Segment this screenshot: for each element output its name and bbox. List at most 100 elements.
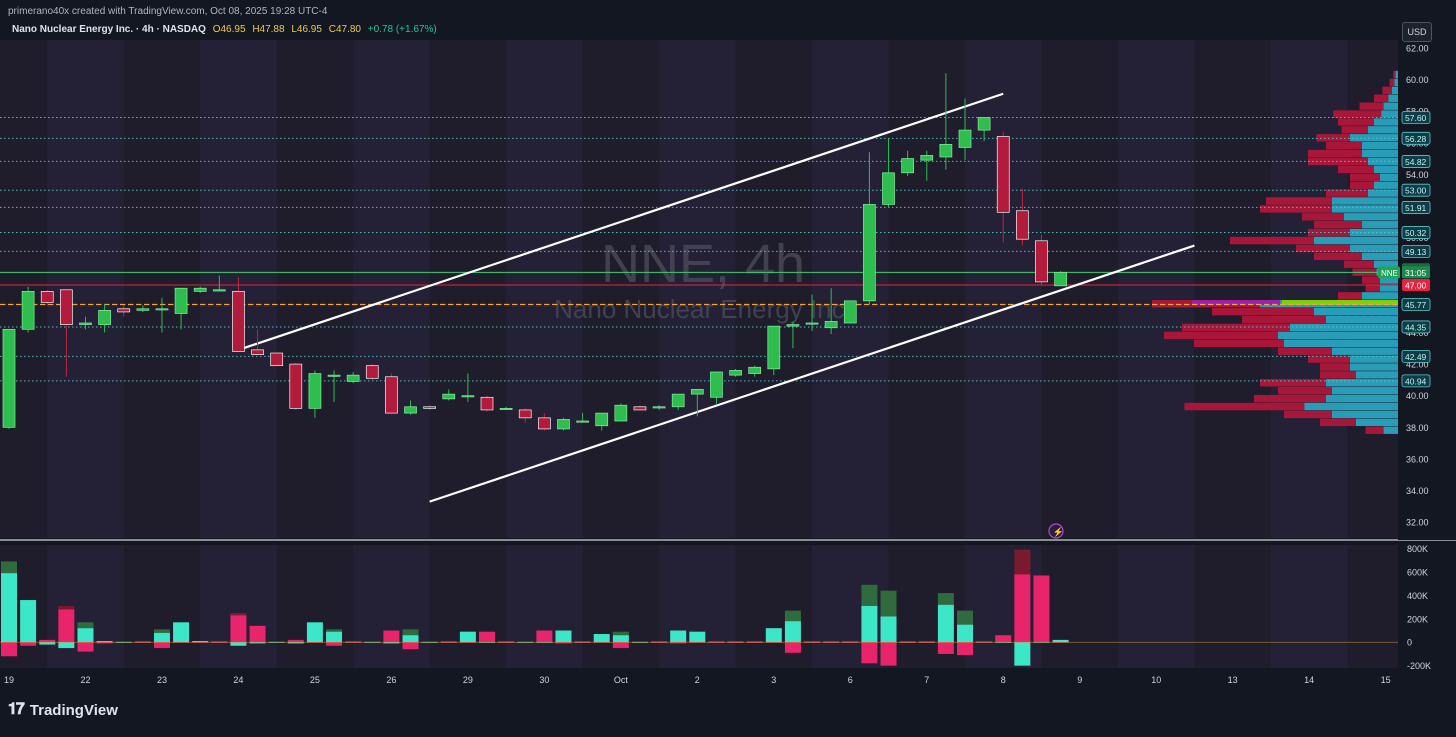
high-value: H47.88 (252, 24, 285, 35)
price-tick-label: 34.00 (1406, 486, 1429, 496)
candle-body (251, 349, 264, 355)
volume-bar-top (861, 584, 878, 606)
time-tick-label: 3 (771, 675, 776, 685)
profile-bar-down (1326, 141, 1362, 150)
low-value: L46.95 (291, 24, 322, 35)
profile-bar-down (1260, 379, 1326, 387)
time-axis (0, 670, 1456, 688)
candle-body (117, 308, 131, 313)
candle-body (843, 300, 857, 324)
level-tag (1401, 155, 1431, 168)
time-tick-label: 13 (1228, 675, 1238, 685)
time-tick-label: 22 (80, 675, 90, 685)
profile-bar-down (1320, 418, 1356, 427)
candle-body (614, 404, 628, 422)
candle-body (404, 406, 417, 414)
profile-bar-up (1332, 347, 1398, 355)
time-tick-label: 14 (1304, 675, 1314, 685)
volume-bar (173, 622, 190, 643)
brand-name: TradingView (29, 701, 118, 719)
time-band (506, 545, 583, 668)
profile-bar-down (1164, 331, 1278, 340)
volume-bar-neg (861, 642, 878, 664)
profile-bar-up (1350, 228, 1398, 237)
profile-bar-down (1308, 149, 1362, 158)
volume-bar (153, 632, 170, 643)
watermark-ticker: NNE, 4h (601, 234, 805, 294)
price-tag-label: 47.00 (1405, 281, 1427, 291)
time-band (1117, 545, 1195, 668)
currency-button[interactable]: USD (1402, 22, 1432, 42)
volume-bar (784, 621, 801, 643)
profile-bar-up (1374, 260, 1398, 268)
volume-bar-neg (287, 642, 304, 644)
candle-body (60, 289, 73, 325)
volume-bar (1, 573, 17, 643)
volume-bar-neg (555, 642, 572, 644)
candle-body (1016, 210, 1029, 240)
candle-body (671, 393, 685, 408)
volume-bar-neg (670, 642, 687, 644)
profile-bar-up (1381, 110, 1398, 118)
volume-bar (479, 631, 495, 643)
profile-bar-up (1394, 78, 1398, 87)
candle-body (21, 291, 35, 330)
profile-bar-up (1380, 284, 1398, 292)
volume-bar (555, 630, 572, 643)
profile-bar-up (1362, 221, 1398, 229)
volume-tick-label: 0 (1407, 638, 1412, 648)
volume-bar-neg (1014, 642, 1031, 666)
profile-bar-down (1374, 94, 1389, 102)
profile-bar-up (1380, 276, 1398, 284)
candle-body (136, 308, 150, 311)
profile-bar-down (1338, 165, 1374, 174)
time-tick-label: 24 (233, 675, 243, 685)
profile-bar-down (1365, 426, 1384, 434)
profile-bar-down (1365, 284, 1380, 292)
volume-bar-top (880, 590, 897, 617)
level-tag (1401, 298, 1431, 311)
profile-bar-down (1333, 110, 1382, 118)
time-band (200, 545, 277, 668)
symbol-legend: Nano Nuclear Energy Inc. · 4h · NASDAQ O… (12, 24, 437, 35)
profile-bar-up (1362, 149, 1398, 158)
profile-bar-up (1374, 181, 1398, 189)
time-tick-label: 29 (463, 675, 473, 685)
volume-bar (689, 631, 706, 643)
volume-bar (995, 635, 1012, 643)
volume-bar-top (937, 593, 954, 605)
candle-body (920, 155, 934, 161)
level-tag (1401, 131, 1431, 145)
volume-bar-neg (230, 642, 247, 646)
candle-body (499, 408, 513, 410)
symbol-tag-label: NNE (1381, 269, 1398, 278)
footer-brand[interactable]: 𝟏𝟕 TradingView (8, 701, 118, 719)
candle-body (327, 374, 341, 377)
time-band (1117, 40, 1195, 538)
candle-body (652, 406, 666, 409)
candle-body (901, 158, 914, 174)
profile-bar-up (1383, 426, 1398, 434)
candle-body (289, 363, 303, 409)
profile-bar-up (1332, 410, 1398, 419)
candle-body (212, 289, 226, 292)
profile-bar-down (1278, 387, 1332, 395)
profile-bar-down (1308, 157, 1368, 166)
change-value: +0.78 (+1.67%) (367, 24, 437, 35)
profile-bar-up (1368, 157, 1398, 166)
volume-bar (383, 630, 400, 643)
time-tick-label: 25 (310, 675, 320, 685)
volume-bar (937, 604, 954, 643)
profile-bar-up (1332, 387, 1398, 395)
time-tick-label: 9 (1077, 675, 1082, 685)
volume-bar (306, 622, 323, 643)
symbol-name[interactable]: Nano Nuclear Energy Inc. · 4h · NASDAQ (12, 24, 206, 35)
volume-bar (861, 605, 878, 643)
volume-bar-neg (39, 642, 56, 645)
volume-tick-label: 600K (1407, 567, 1428, 577)
candle-body (442, 393, 456, 400)
candle-body (824, 321, 838, 329)
time-band (1270, 40, 1348, 538)
volume-bar-top (153, 629, 170, 633)
